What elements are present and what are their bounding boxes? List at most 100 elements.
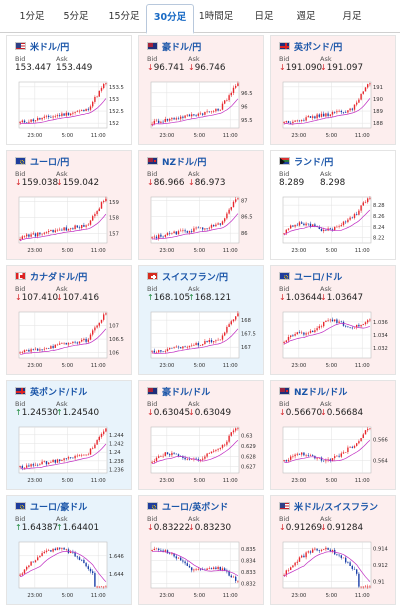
pair-name[interactable]: ユーロ/円 — [30, 157, 70, 168]
rate-card[interactable]: ユーロ/ドル Bid Ask ↓1.03644 ↓1.03647 1.036 1.034 1.… — [270, 265, 396, 375]
pair-name[interactable]: NZドル/円 — [162, 157, 207, 168]
rate-card[interactable]: NZドル/円 Bid Ask ↓86.966 ↓86.973 87 86.5 86 23:00 5… — [138, 150, 264, 260]
candle-body — [204, 456, 206, 459]
candle-body — [39, 232, 41, 235]
candle-body — [153, 461, 156, 462]
rate-card[interactable]: ユーロ/円 Bid Ask ↓159.038 ↓159.042 159 158 157 23:0… — [6, 150, 132, 260]
candle-body — [96, 211, 98, 215]
pair-name[interactable]: 米ドル/スイスフラン — [294, 502, 379, 513]
candle-body — [58, 229, 61, 231]
pair-name[interactable]: ユーロ/ドル — [294, 272, 343, 283]
moving-average-line — [151, 98, 239, 126]
candle-body — [171, 553, 173, 555]
candle-body — [217, 108, 219, 111]
candle-body — [23, 120, 26, 123]
candle-body — [69, 342, 72, 344]
candle-body — [188, 114, 191, 117]
tab-7[interactable]: 月足 — [342, 11, 362, 22]
tab-6[interactable]: 週足 — [296, 11, 316, 22]
candle-body — [221, 444, 224, 448]
rate-card[interactable]: NZドル/ドル Bid Ask ↓0.56670 ↓0.56684 0.566 0.564 2… — [270, 380, 396, 490]
rate-card[interactable]: 英ポンド/ドル Bid Ask ↑1.24530 ↑1.24540 1.244 1.242 1… — [6, 380, 132, 490]
rate-card[interactable]: ユーロ/英ポンド Bid Ask ↓0.83222 ↓0.83230 0.835 0.834… — [138, 495, 264, 605]
candle-body — [188, 565, 191, 568]
rate-card[interactable]: カナダドル/円 Bid Ask ↓107.410 ↓107.416 107 106.5 106… — [6, 265, 132, 375]
ask-value: ↓159.042 — [56, 178, 100, 188]
candle-body — [369, 83, 371, 85]
pair-name[interactable]: スイスフラン/円 — [162, 272, 229, 283]
ask-value: ↑1.64401 — [56, 523, 100, 533]
pair-name[interactable]: 豪ドル/円 — [162, 42, 202, 53]
pair-name[interactable]: ユーロ/豪ドル — [30, 502, 88, 513]
candlestick-chart: 87 86.5 86 23:00 5:00 11:00 — [145, 193, 261, 255]
y-tick-label: 153 — [109, 97, 119, 103]
candle-body — [190, 459, 193, 460]
candle-body — [157, 548, 160, 551]
tab-3[interactable]: 30分足 — [146, 4, 194, 34]
candle-body — [72, 552, 74, 553]
trend-arrow-icon: ↓ — [320, 408, 327, 417]
x-tick-label: 11:00 — [223, 478, 238, 484]
bid-value: ↓96.741 — [147, 63, 185, 73]
pair-name[interactable]: カナダドル/円 — [30, 272, 88, 283]
candle-body — [197, 343, 200, 346]
candle-body — [32, 561, 35, 563]
pair-name[interactable]: 英ポンド/円 — [294, 42, 343, 53]
rate-card[interactable]: 米ドル/スイスフラン Bid Ask ↓0.91269 ↓0.91284 0.914 0.9… — [270, 495, 396, 605]
tab-4[interactable]: 1時間足 — [198, 11, 234, 22]
moving-average-line — [19, 213, 107, 242]
candle-body — [311, 224, 314, 227]
tab-1[interactable]: 5分足 — [63, 11, 89, 22]
rate-card[interactable]: 豪ドル/ドル Bid Ask ↓0.63045 ↓0.63049 0.63 0.629 0.6… — [138, 380, 264, 490]
candle-body — [72, 112, 74, 114]
candle-body — [318, 550, 321, 552]
candle-body — [300, 120, 303, 121]
candle-body — [162, 236, 164, 238]
candle-body — [237, 198, 239, 200]
candle-body — [25, 349, 28, 351]
rate-card[interactable]: 豪ドル/円 Bid Ask ↓96.741 ↓96.746 96.5 96 95.5 23:00… — [138, 35, 264, 145]
y-tick-label: 191 — [373, 85, 383, 91]
pair-name[interactable]: ユーロ/英ポンド — [162, 502, 229, 513]
rate-card[interactable]: ランド/円 Bid Ask 8.289 8.298 8.28 8.26 8.24 8.22 23:… — [270, 150, 396, 260]
candle-body — [358, 99, 360, 103]
tab-2[interactable]: 15分足 — [108, 11, 140, 22]
candle-body — [358, 324, 360, 327]
candle-body — [353, 214, 356, 218]
rate-card[interactable]: 米ドル/円 Bid Ask 153.447 153.449 153.5 153 152.5 15… — [6, 35, 132, 145]
pair-name[interactable]: 豪ドル/ドル — [162, 387, 211, 398]
x-tick-label: 23:00 — [27, 478, 42, 484]
rate-card[interactable]: 英ポンド/円 Bid Ask ↓191.090 ↓191.097 191 190 189 188… — [270, 35, 396, 145]
candle-body — [164, 119, 167, 122]
plot-area — [150, 311, 240, 359]
candle-body — [342, 452, 345, 454]
y-tick-label: 190 — [373, 97, 383, 103]
pair-name[interactable]: ランド/円 — [294, 157, 334, 168]
x-tick-label: 5:00 — [62, 478, 74, 484]
candle-body — [85, 338, 87, 342]
candle-body — [228, 324, 230, 327]
candle-body — [287, 569, 290, 571]
candle-body — [366, 320, 369, 323]
candle-body — [173, 553, 175, 557]
pair-name[interactable]: 米ドル/円 — [30, 42, 70, 53]
candle-body — [307, 551, 310, 553]
tab-5[interactable]: 日足 — [254, 11, 274, 22]
y-tick-label: 0.834 — [241, 558, 257, 564]
timeframe-tabbar: 1分足 5分足 15分足 30分足 1時間足 日足 週足 月足 — [0, 0, 400, 34]
card-header: ランド/円 — [279, 155, 334, 168]
y-tick-label: 167.5 — [241, 332, 256, 338]
rate-card[interactable]: スイスフラン/円 Bid Ask ↑168.105 ↑168.121 168 167.5 16… — [138, 265, 264, 375]
candle-body — [175, 453, 178, 455]
candle-body — [303, 555, 305, 558]
x-tick-label: 11:00 — [91, 478, 106, 484]
pair-name[interactable]: NZドル/ドル — [294, 387, 348, 398]
candle-body — [287, 459, 290, 462]
candle-body — [305, 223, 307, 226]
candle-body — [151, 549, 153, 551]
tab-0[interactable]: 1分足 — [19, 11, 45, 22]
candle-body — [182, 346, 184, 349]
x-tick-label: 23:00 — [159, 363, 174, 369]
pair-name[interactable]: 英ポンド/ドル — [30, 387, 88, 398]
rate-card[interactable]: ユーロ/豪ドル Bid Ask ↑1.64387 ↑1.64401 1.646 1.644 2… — [6, 495, 132, 605]
